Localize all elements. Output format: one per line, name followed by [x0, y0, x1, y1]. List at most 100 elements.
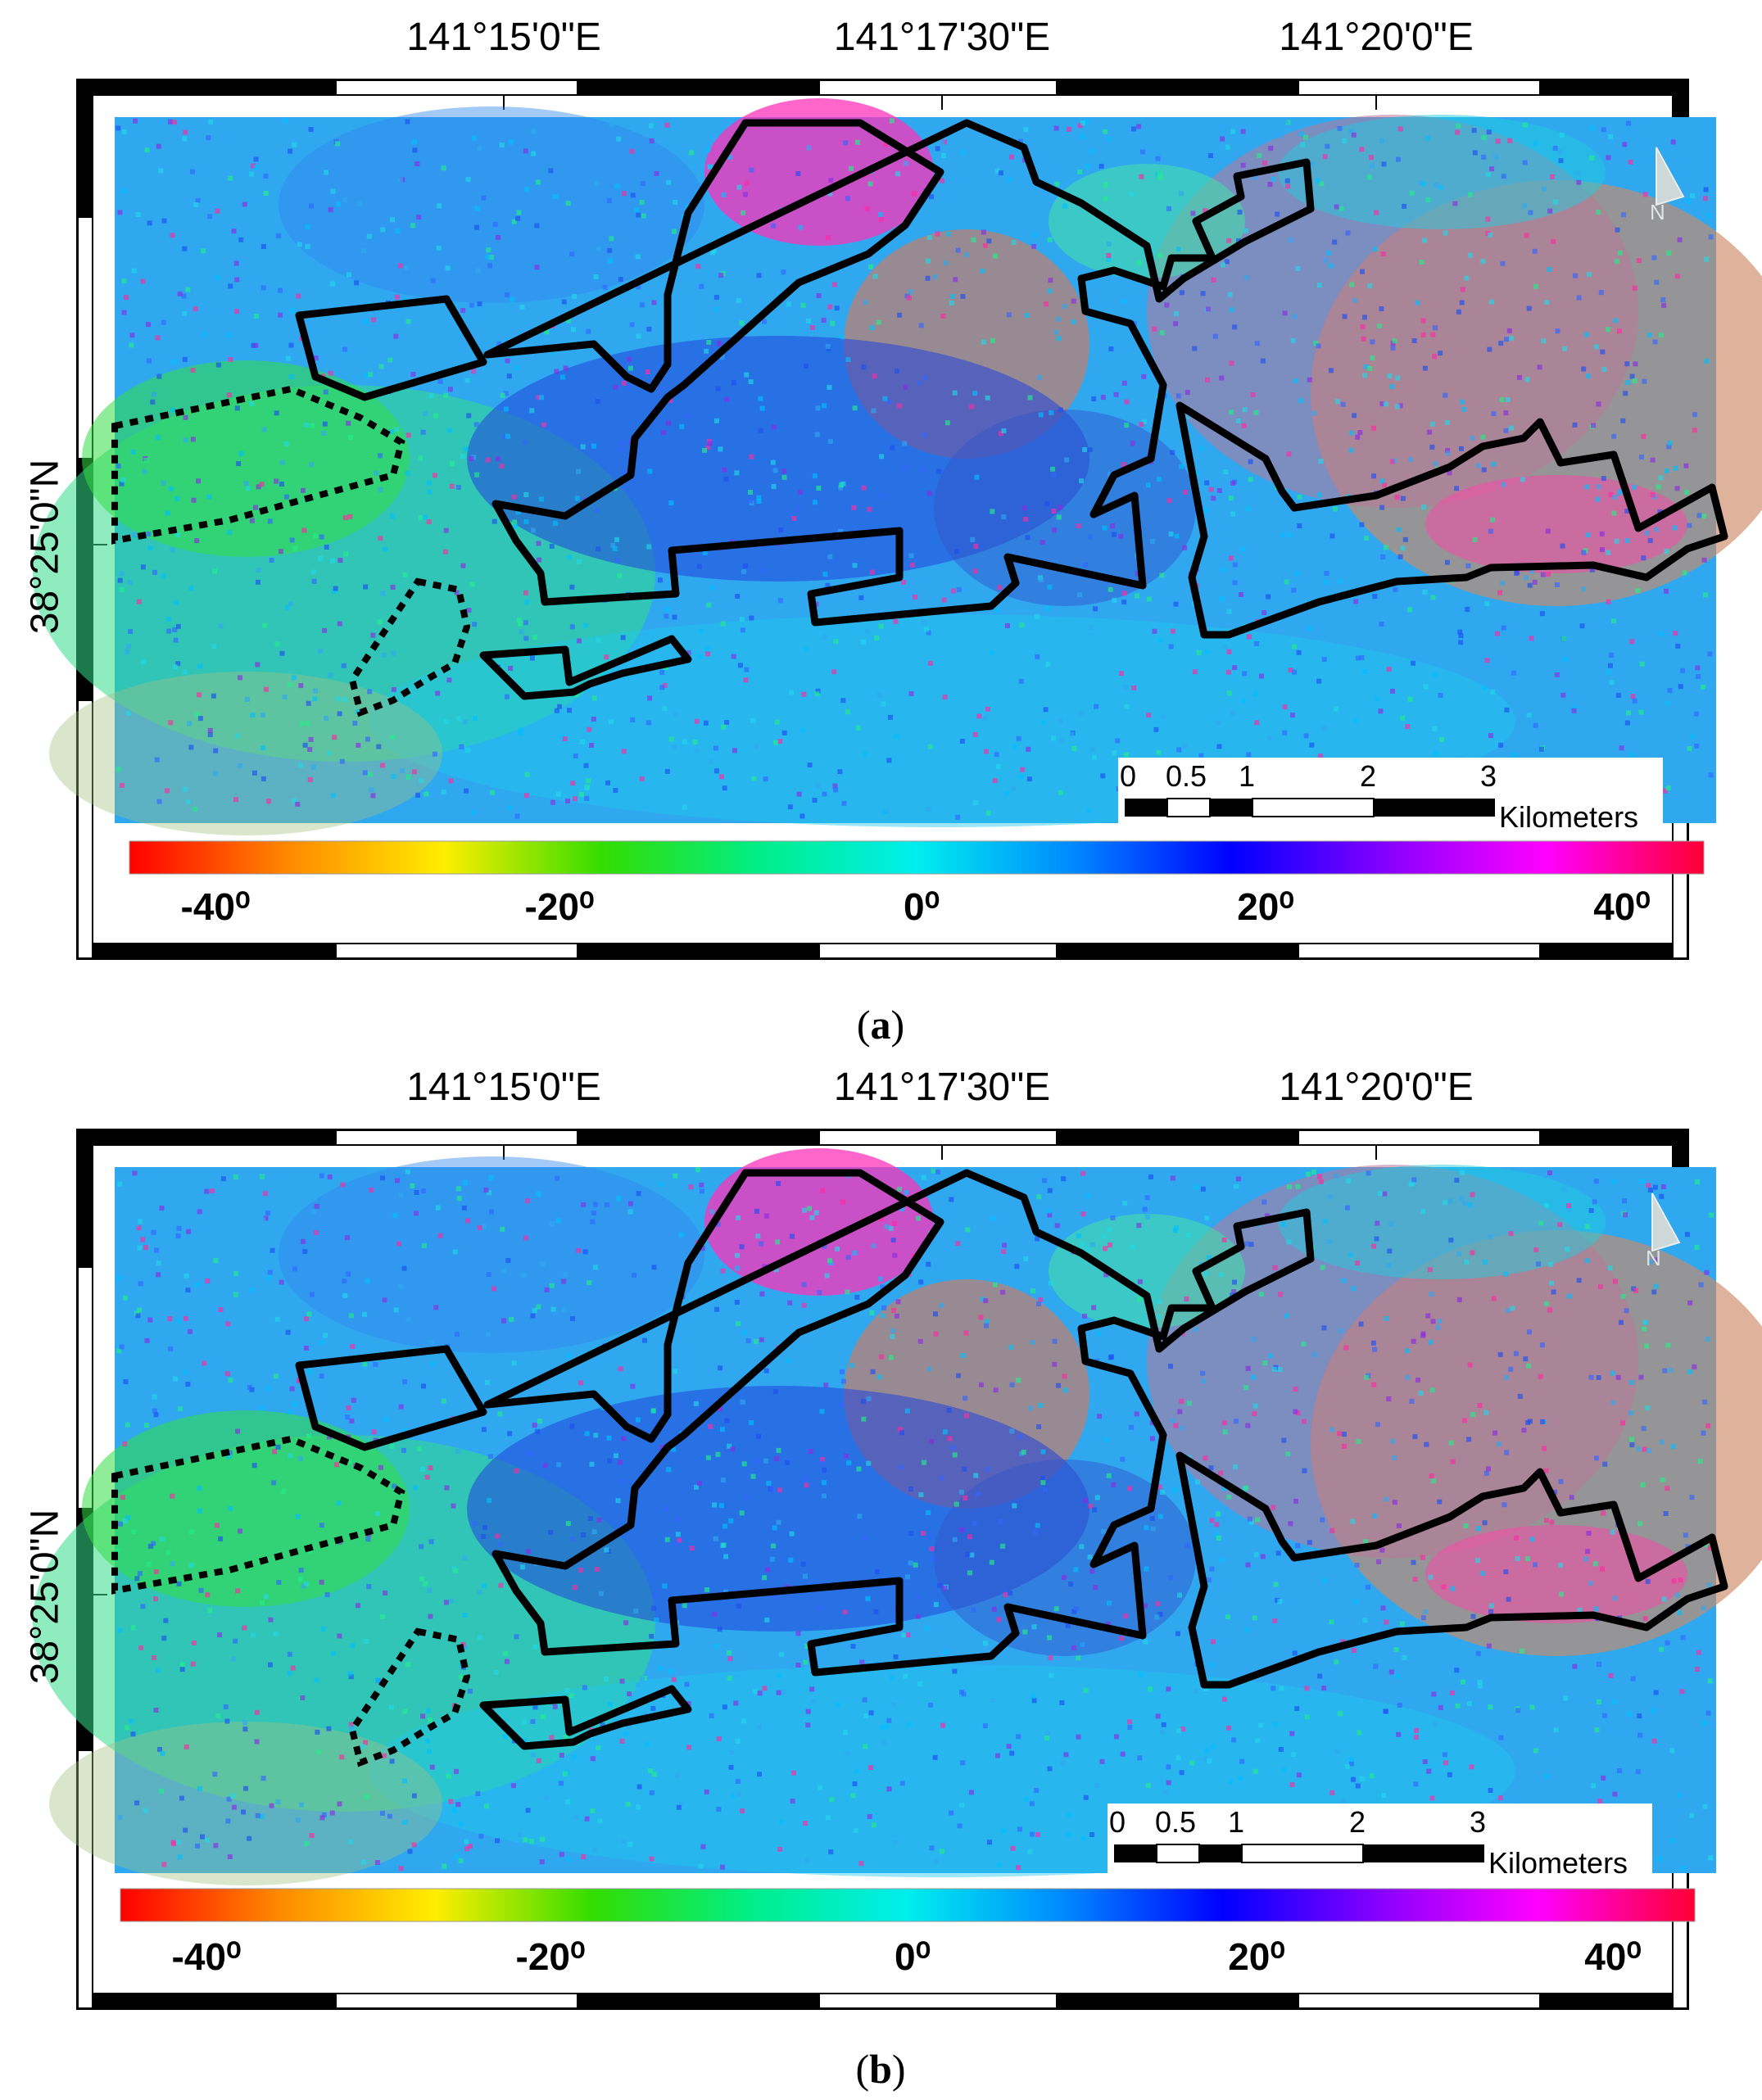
raster-speckle [1231, 1289, 1237, 1294]
raster-speckle [185, 1288, 191, 1293]
raster-speckle [1351, 132, 1357, 138]
raster-speckle [1660, 1477, 1665, 1482]
raster-speckle [708, 1423, 713, 1429]
raster-speckle [260, 713, 265, 718]
raster-speckle [1100, 773, 1106, 779]
raster-speckle [921, 1531, 926, 1536]
raster-speckle [426, 1749, 432, 1754]
raster-speckle [206, 494, 212, 500]
raster-speckle [529, 655, 535, 661]
raster-speckle [1501, 625, 1506, 631]
raster-speckle [1503, 1271, 1509, 1277]
raster-speckle [1644, 530, 1650, 536]
raster-speckle [290, 1665, 296, 1671]
raster-speckle [172, 664, 178, 670]
raster-speckle [352, 721, 358, 726]
raster-speckle [908, 1531, 914, 1537]
raster-speckle [1497, 1795, 1503, 1801]
raster-speckle [1124, 704, 1130, 709]
raster-speckle [774, 1456, 780, 1462]
raster-speckle [803, 1821, 809, 1826]
raster-speckle [238, 763, 242, 768]
raster-speckle [1486, 1643, 1492, 1649]
raster-speckle [394, 427, 400, 432]
raster-speckle [623, 1731, 629, 1736]
raster-speckle [153, 1708, 159, 1713]
raster-speckle [1692, 412, 1697, 418]
raster-speckle [120, 1495, 125, 1500]
raster-speckle [215, 208, 220, 214]
raster-speckle [931, 1168, 936, 1174]
graticule-band-left [77, 699, 93, 959]
raster-speckle [280, 1489, 286, 1494]
raster-speckle [483, 1188, 489, 1193]
raster-speckle [1047, 1635, 1052, 1641]
raster-speckle [303, 1346, 309, 1351]
raster-speckle [274, 641, 280, 647]
raster-speckle [1433, 1721, 1438, 1727]
raster-speckle [815, 688, 821, 694]
raster-speckle [572, 1754, 578, 1760]
raster-speckle [810, 325, 815, 330]
raster-speckle [880, 1284, 886, 1290]
raster-speckle [659, 386, 664, 391]
raster-speckle [596, 246, 601, 251]
raster-speckle [428, 1539, 434, 1545]
raster-speckle [568, 1693, 574, 1699]
raster-speckle [495, 1533, 501, 1539]
raster-speckle [1183, 489, 1189, 495]
raster-speckle [1110, 523, 1116, 529]
raster-speckle [1669, 1838, 1675, 1843]
raster-speckle [620, 635, 626, 640]
raster-speckle [177, 1854, 183, 1860]
raster-speckle [1572, 422, 1578, 428]
raster-speckle [918, 1492, 924, 1497]
raster-speckle [812, 798, 818, 803]
map-frame-a [33, 79, 1762, 960]
raster-speckle [745, 1494, 750, 1500]
raster-speckle [1372, 594, 1378, 600]
raster-speckle [1044, 1731, 1050, 1737]
raster-speckle [1694, 1245, 1700, 1250]
raster-speckle [530, 1718, 536, 1724]
raster-speckle [1043, 707, 1049, 713]
raster-speckle [985, 810, 991, 816]
raster-speckle [1591, 423, 1597, 428]
raster-speckle [565, 798, 570, 803]
scale-label-0: 0 [1108, 1805, 1126, 1839]
raster-speckle [1247, 634, 1252, 640]
raster-speckle [1626, 1711, 1632, 1717]
raster-speckle [1546, 572, 1551, 577]
raster-speckle [1230, 511, 1236, 517]
raster-speckle [732, 748, 737, 754]
raster-speckle [1498, 742, 1504, 748]
raster-speckle [1639, 661, 1645, 667]
raster-speckle [1121, 380, 1127, 386]
raster-speckle [1397, 596, 1403, 602]
raster-speckle [1071, 1609, 1077, 1614]
raster-speckle [1566, 1207, 1572, 1213]
raster-speckle [234, 277, 240, 283]
raster-speckle [1260, 358, 1266, 364]
raster-speckle [1466, 1701, 1472, 1706]
raster-speckle [1690, 734, 1696, 740]
raster-speckle [1152, 628, 1157, 634]
raster-speckle [1295, 1410, 1301, 1416]
raster-speckle [227, 212, 232, 218]
raster-speckle [978, 1315, 984, 1320]
raster-speckle [824, 1273, 830, 1279]
raster-speckle [1708, 234, 1714, 240]
raster-speckle [144, 1423, 150, 1428]
raster-speckle [463, 446, 469, 452]
raster-speckle [138, 1645, 144, 1650]
raster-speckle [673, 200, 678, 205]
raster-speckle [484, 1804, 490, 1809]
raster-speckle [1317, 1174, 1323, 1179]
raster-speckle [862, 1535, 867, 1541]
raster-speckle [235, 1428, 241, 1434]
raster-speckle [659, 670, 665, 675]
raster-speckle [324, 1592, 330, 1597]
raster-speckle [1524, 1556, 1530, 1562]
raster-speckle [1146, 713, 1152, 718]
raster-speckle [1585, 1549, 1591, 1555]
